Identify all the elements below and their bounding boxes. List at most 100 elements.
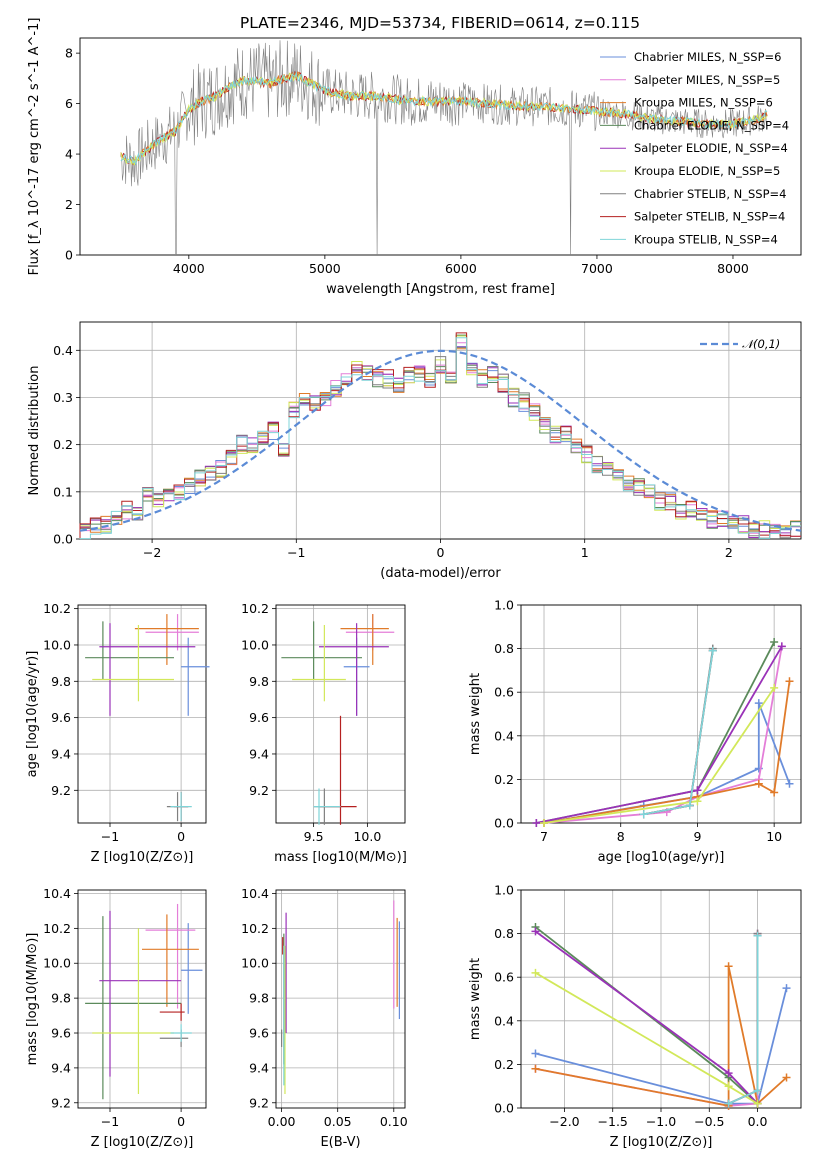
x-tick-label: 1 [581,545,589,560]
axes-frame [79,37,802,256]
y-tick-label: 4 [65,147,73,162]
legend-label: Kroupa STELIB, N_SSP=4 [634,232,778,246]
x-axis-label: Z [log10(Z/Z⊙)] [610,1135,713,1150]
y-tick-label: 0.4 [494,1013,514,1028]
y-axis-label: Flux [f_λ 10^-17 erg cm^-2 s^-1 A^-1] [27,18,42,276]
weight-marker [753,1086,762,1095]
y-tick-label: 0.4 [53,343,73,358]
weight-marker [782,984,791,993]
y-tick-label: 1.0 [494,883,514,898]
y-tick-label: 9.2 [249,783,269,798]
y-tick-label: 10.2 [43,921,71,936]
legend-label: Chabrier ELODIE, N_SSP=4 [634,118,789,132]
panel-mass_vs_Z: −1 0 9.2 9.4 9.6 9.8 10.0 10.2 10.4 Z [log10(Z/Z⊙… [25,886,207,1150]
weight-marker [770,638,779,647]
x-tick-label: 4000 [173,261,205,276]
x-tick-label: 7000 [581,261,613,276]
x-axis-label: mass [log10(M/M⊙)] [274,850,407,865]
x-tick-label: 6000 [445,261,477,276]
normal-curve [79,349,802,532]
weight-marker [724,1069,733,1078]
weight-marker [724,1082,733,1091]
panel-spectrum: 4000 5000 6000 7000 8000 0 2 4 6 8 wavelength [Ang… [27,18,802,297]
panel-weight_vs_Z: −2.0 −1.5 −1.0 −0.5 0.0 0.0 0.2 0.4 0.6 0.8 1.0 Z [… [468,883,802,1150]
y-axis-label: mass weight [468,958,483,1040]
x-axis-label: wavelength [Angstrom, rest frame] [326,282,555,297]
legend-label: Kroupa ELODIE, N_SSP=5 [634,164,780,178]
weight-marker [532,819,541,827]
weight-marker [753,1099,762,1108]
weight-marker [693,786,702,795]
y-tick-label: 9.6 [51,710,71,725]
axes-frame [77,604,207,824]
x-tick-label: 0.0 [748,1114,768,1129]
spectrum-model-line [120,71,768,166]
panel-age_vs_Z: −1 0 9.2 9.4 9.6 9.8 10.0 10.2 Z [log10(Z/Z⊙)] ag… [25,601,210,865]
panel-residuals: −2 −1 0 1 2 0.0 0.1 0.2 0.3 0.4 (data-model)/error… [27,321,802,581]
weight-marker [785,779,794,788]
y-tick-label: 0.0 [494,816,514,831]
y-tick-label: 9.2 [51,1095,71,1110]
y-tick-label: 9.2 [51,783,71,798]
x-tick-label: 0.00 [268,1114,296,1129]
y-tick-label: 10.2 [241,921,269,936]
weight-marker [531,968,540,977]
y-tick-label: 0.0 [494,1101,514,1116]
x-axis-label: Z [log10(Z/Z⊙)] [91,1135,194,1150]
y-tick-label: 0.4 [494,728,514,743]
y-tick-label: 0.2 [53,437,73,452]
axes-frame [520,604,802,824]
x-tick-label: 0 [177,829,185,844]
weight-marker [639,810,648,819]
weight-marker [724,1099,733,1108]
y-tick-label: 0.2 [494,772,514,787]
weight-marker [785,677,794,686]
weight-marker [531,927,540,936]
x-tick-label: −1 [287,545,305,560]
x-tick-label: −0.5 [694,1114,724,1129]
y-tick-label: 0.8 [494,641,514,656]
y-tick-label: 9.6 [249,1026,269,1041]
panel-weight_vs_age: 7 8 9 10 0.0 0.2 0.4 0.6 0.8 1.0 age [log10(age/yr… [468,598,802,865]
x-tick-label: −1.5 [598,1114,628,1129]
weight-marker [724,962,733,971]
y-tick-label: 2 [65,197,73,212]
histogram-step [79,337,801,540]
y-tick-label: 9.6 [51,1026,71,1041]
x-tick-label: 0 [437,545,445,560]
x-tick-label: 7 [540,829,548,844]
legend-label: 𝒩(0,1) [742,337,780,351]
weight-marker [693,797,702,806]
y-tick-label: 9.4 [249,746,269,761]
y-tick-label: 0.6 [494,685,514,700]
x-tick-label: 5000 [309,261,341,276]
x-tick-label: 8 [617,829,625,844]
y-tick-label: 9.8 [51,991,71,1006]
y-tick-label: 10.2 [241,601,269,616]
y-tick-label: 9.4 [51,1060,71,1075]
y-tick-label: 0.2 [494,1057,514,1072]
legend-label: Chabrier MILES, N_SSP=6 [634,50,781,64]
y-axis-label: mass weight [468,673,483,755]
x-tick-label: 0.10 [380,1114,408,1129]
x-tick-label: −2 [143,545,161,560]
y-tick-label: 0.0 [53,532,73,547]
x-tick-label: −1 [101,829,119,844]
y-tick-label: 10.2 [43,601,71,616]
weight-marker [754,779,763,788]
legend-label: Kroupa MILES, N_SSP=6 [634,96,773,110]
weight-marker [782,1073,791,1082]
x-tick-label: −2.0 [549,1114,579,1129]
weight-line [535,987,788,1105]
weight-marker [754,699,763,708]
weight-marker [531,1049,540,1058]
legend-label: Salpeter ELODIE, N_SSP=4 [634,141,788,155]
x-axis-label: (data-model)/error [380,566,501,581]
axes-frame [520,889,802,1109]
legend-label: Salpeter MILES, N_SSP=5 [634,73,780,87]
x-axis-label: Z [log10(Z/Z⊙)] [91,850,194,865]
axes-frame [79,321,802,540]
y-tick-label: 10.0 [241,637,269,652]
figure-title: PLATE=2346, MJD=53734, FIBERID=0614, z=0… [240,14,640,32]
